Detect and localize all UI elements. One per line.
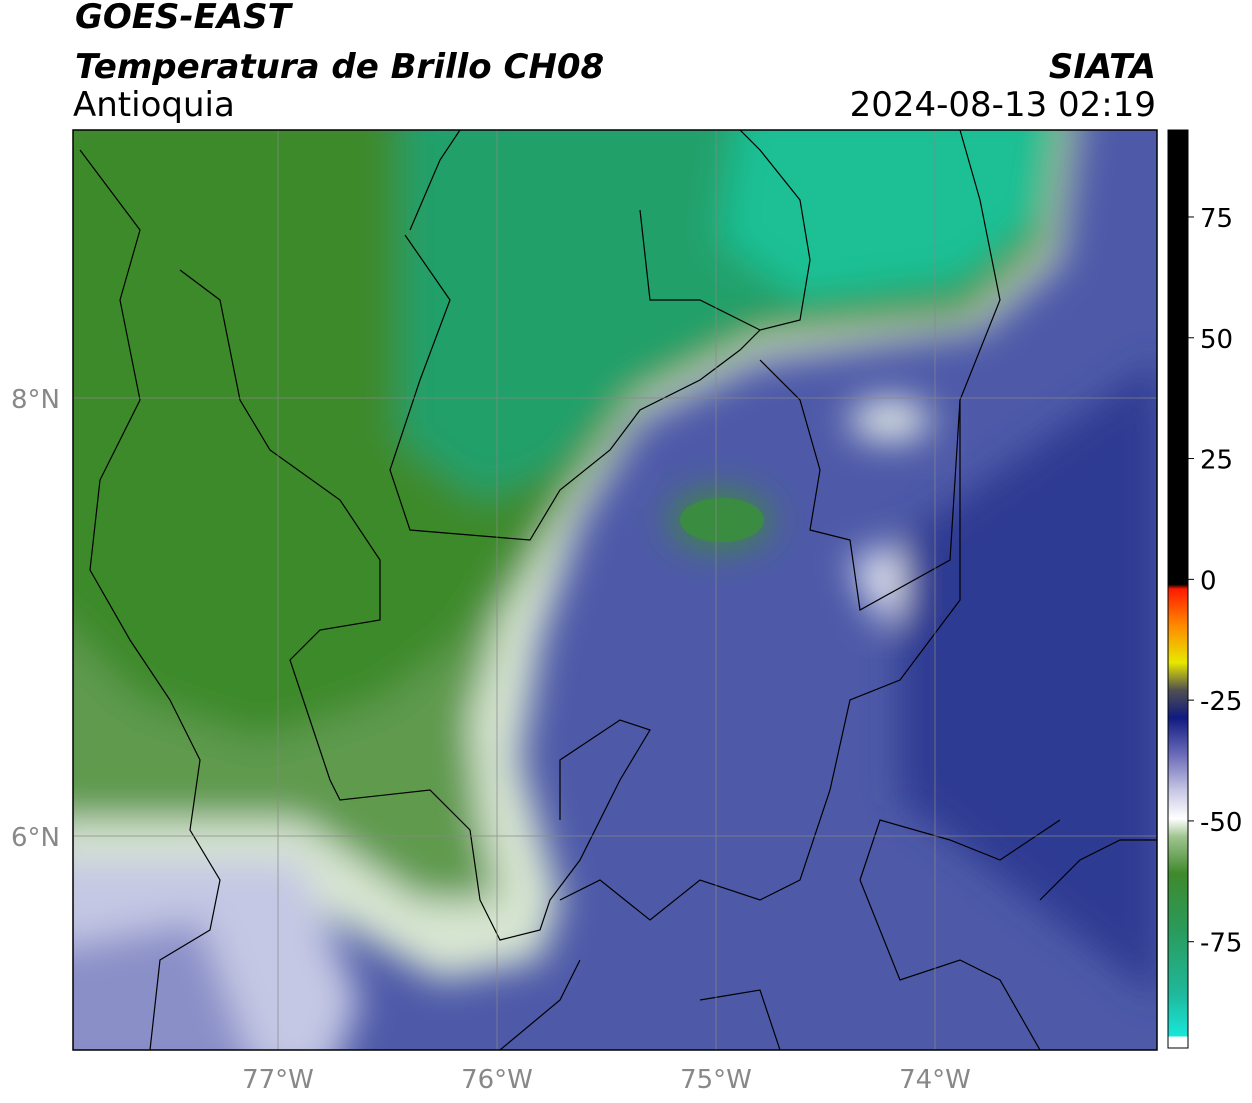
lon-label: 75°W [680, 1065, 752, 1095]
datetime: 2024-08-13 02:19 [850, 85, 1156, 125]
colorbar-tick-label: -25 [1200, 687, 1242, 717]
colorbar-tick-label: -75 [1200, 929, 1242, 959]
agency: SIATA [1049, 47, 1156, 87]
lon-label: 77°W [242, 1065, 314, 1095]
lat-label: 8°N [11, 385, 60, 415]
colorbar-tick-label: 75 [1200, 204, 1233, 234]
colorbar-tick-label: 50 [1200, 325, 1233, 355]
source-title: GOES-EAST [75, 0, 294, 37]
colorbar [1167, 129, 1189, 1049]
region: Antioquia [73, 85, 235, 125]
map-frame [72, 129, 1158, 1051]
lon-label: 74°W [899, 1065, 971, 1095]
colorbar-tick-label: 25 [1200, 446, 1233, 476]
colorbar-tick-label: 0 [1200, 566, 1217, 596]
product-title: Temperatura de Brillo CH08 [75, 47, 604, 87]
colorbar-tick-label: -50 [1200, 808, 1242, 838]
lon-label: 76°W [461, 1065, 533, 1095]
lat-label: 6°N [11, 823, 60, 853]
map-image [73, 130, 1157, 1050]
